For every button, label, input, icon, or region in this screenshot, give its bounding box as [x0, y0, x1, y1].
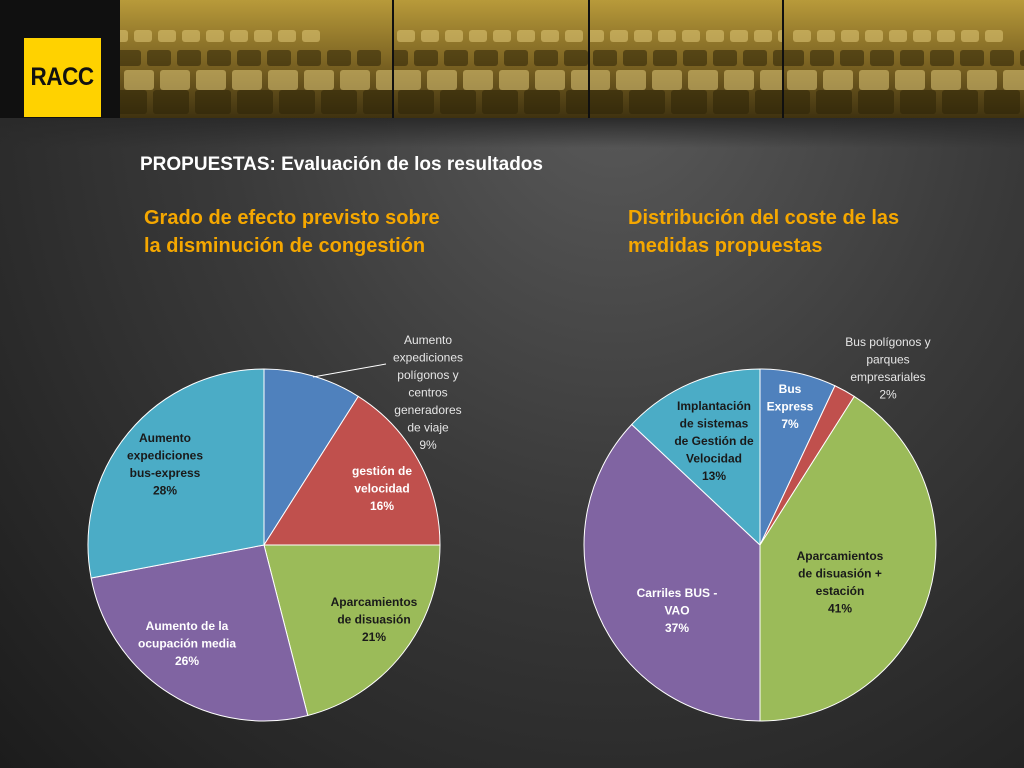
header-banner: [0, 0, 1024, 118]
pie-slice-0-3: [90, 544, 309, 722]
page-title: PROPUESTAS: Evaluación de los resultados: [140, 154, 543, 175]
pie-slice-1-2: [759, 395, 937, 722]
banner-fade: [0, 118, 1024, 148]
slice-label-1-2: Aparcamientos de disuasión + estación 41%: [797, 549, 884, 616]
right-chart-title: Distribución del coste de las medidas pr…: [628, 204, 988, 260]
pie-slice-0-2: [263, 544, 441, 717]
pie-slice-0-4: [87, 368, 265, 579]
slice-label-0-3: Aumento de la ocupación media 26%: [138, 619, 236, 668]
pie-slice-0-0: [263, 368, 359, 547]
slice-label-1-1: Bus polígonos y parques empresariales 2%: [845, 335, 930, 402]
slice-label-0-0: Aumento expediciones polígonos y centros gen…: [393, 333, 463, 452]
left-chart-title-line-2: la disminución de congestión: [144, 235, 426, 257]
slice-label-0-2: Aparcamientos de disuasión 21%: [331, 595, 418, 644]
pie-slice-0-1: [263, 395, 441, 546]
traffic-photo-2: [394, 0, 588, 118]
left-chart-title: Grado de efecto previsto sobre la dismin…: [144, 204, 504, 260]
racc-logo: RACC: [24, 38, 101, 117]
slice-label-1-3: Carriles BUS -VAO 37%: [637, 586, 718, 635]
right-chart-title-line-1: Distribución del coste de las: [628, 207, 900, 229]
traffic-photo-4: [784, 0, 1024, 118]
slice-label-0-1: gestión de velocidad 16%: [352, 464, 412, 513]
pie-slice-1-3: [583, 423, 761, 722]
left-chart-title-line-1: Grado de efecto previsto sobre: [144, 207, 440, 229]
traffic-photo-3: [590, 0, 782, 118]
traffic-photo-1: [120, 0, 392, 118]
slice-label-0-4: Aumento expediciones bus-express 28%: [127, 431, 203, 498]
slice-label-1-4: Implantación de sistemas de Gestión de Velo…: [674, 399, 754, 483]
slice-label-1-0: Bus Express 7%: [767, 382, 814, 431]
pie-slice-1-4: [630, 368, 761, 547]
leader-line-0-0: [312, 363, 387, 378]
right-chart-title-line-2: medidas propuestas: [628, 235, 823, 257]
logo-text: RACC: [30, 63, 95, 91]
